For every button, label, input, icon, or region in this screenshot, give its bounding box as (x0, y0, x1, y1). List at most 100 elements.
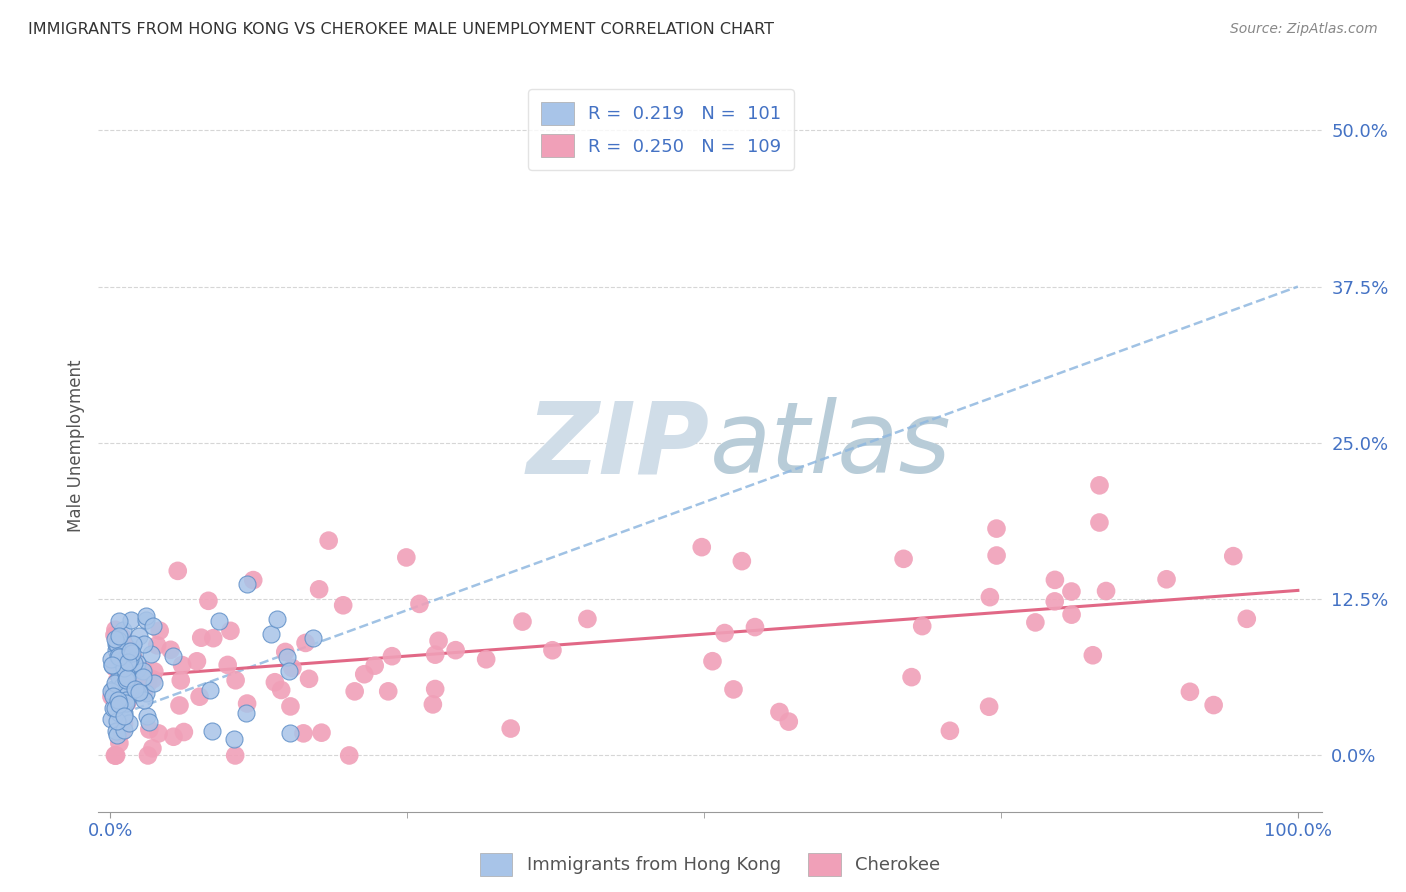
Point (1095, 584, 1118, 599)
Point (138, 723, 160, 737)
Point (117, 660, 139, 674)
Point (298, 672, 321, 686)
Point (108, 658, 131, 673)
Point (499, 722, 522, 736)
Point (128, 630, 150, 644)
Text: atlas: atlas (710, 398, 952, 494)
Point (108, 690, 131, 704)
Point (778, 714, 800, 729)
Point (100, 683, 122, 698)
Point (114, 666, 136, 681)
Point (146, 639, 169, 653)
Point (266, 612, 288, 626)
Point (120, 651, 142, 665)
Point (107, 692, 129, 706)
Point (986, 522, 1008, 536)
Point (1043, 594, 1066, 608)
Point (118, 715, 141, 730)
Point (108, 676, 131, 690)
Point (105, 693, 128, 707)
Point (108, 697, 131, 711)
Point (301, 631, 323, 645)
Point (136, 709, 159, 723)
Point (111, 702, 134, 716)
Point (104, 623, 127, 637)
Point (1178, 685, 1201, 699)
Point (112, 716, 135, 731)
Text: ZIP: ZIP (527, 398, 710, 494)
Point (127, 686, 149, 700)
Point (112, 661, 135, 675)
Point (422, 698, 444, 712)
Point (263, 675, 285, 690)
Point (114, 685, 136, 699)
Point (425, 681, 447, 696)
Point (110, 668, 132, 682)
Point (986, 549, 1008, 563)
Point (131, 670, 153, 684)
Point (112, 679, 135, 693)
Point (117, 696, 139, 710)
Point (188, 690, 211, 704)
Point (108, 649, 131, 664)
Point (475, 652, 498, 666)
Point (425, 648, 447, 662)
Point (408, 597, 430, 611)
Point (690, 540, 713, 554)
Point (104, 724, 127, 739)
Point (110, 645, 132, 659)
Point (111, 679, 134, 693)
Point (343, 684, 366, 698)
Point (112, 623, 135, 637)
Point (111, 725, 134, 739)
Point (132, 637, 155, 651)
Point (103, 628, 125, 642)
Point (104, 748, 127, 763)
Point (911, 619, 934, 633)
Point (768, 705, 790, 719)
Point (132, 684, 155, 698)
Point (132, 665, 155, 679)
Point (395, 550, 418, 565)
Point (118, 657, 141, 672)
Point (236, 577, 259, 591)
Point (308, 582, 330, 597)
Point (224, 748, 246, 763)
Point (576, 612, 599, 626)
Point (159, 642, 181, 657)
Point (110, 663, 132, 677)
Point (208, 614, 231, 628)
Point (136, 676, 159, 690)
Point (121, 647, 143, 661)
Point (142, 673, 165, 687)
Point (138, 715, 160, 730)
Point (103, 681, 125, 696)
Point (292, 726, 315, 740)
Text: IMMIGRANTS FROM HONG KONG VS CHEROKEE MALE UNEMPLOYMENT CORRELATION CHART: IMMIGRANTS FROM HONG KONG VS CHEROKEE MA… (28, 22, 775, 37)
Point (100, 657, 122, 672)
Point (115, 671, 138, 685)
Point (1024, 615, 1046, 630)
Point (381, 649, 404, 664)
Point (744, 620, 766, 634)
Point (512, 615, 534, 629)
Point (270, 683, 292, 698)
Point (115, 640, 138, 655)
Point (111, 630, 134, 644)
Point (118, 683, 141, 698)
Point (112, 723, 135, 738)
Point (128, 685, 150, 699)
Point (162, 649, 184, 664)
Point (143, 665, 166, 679)
Text: Source: ZipAtlas.com: Source: ZipAtlas.com (1230, 22, 1378, 37)
Point (332, 599, 354, 613)
Point (111, 652, 134, 666)
Point (110, 643, 132, 657)
Point (169, 698, 191, 713)
Point (280, 726, 302, 740)
Point (125, 662, 148, 676)
Point (197, 594, 219, 608)
Point (1088, 516, 1111, 530)
Point (713, 626, 735, 640)
Point (108, 629, 131, 643)
